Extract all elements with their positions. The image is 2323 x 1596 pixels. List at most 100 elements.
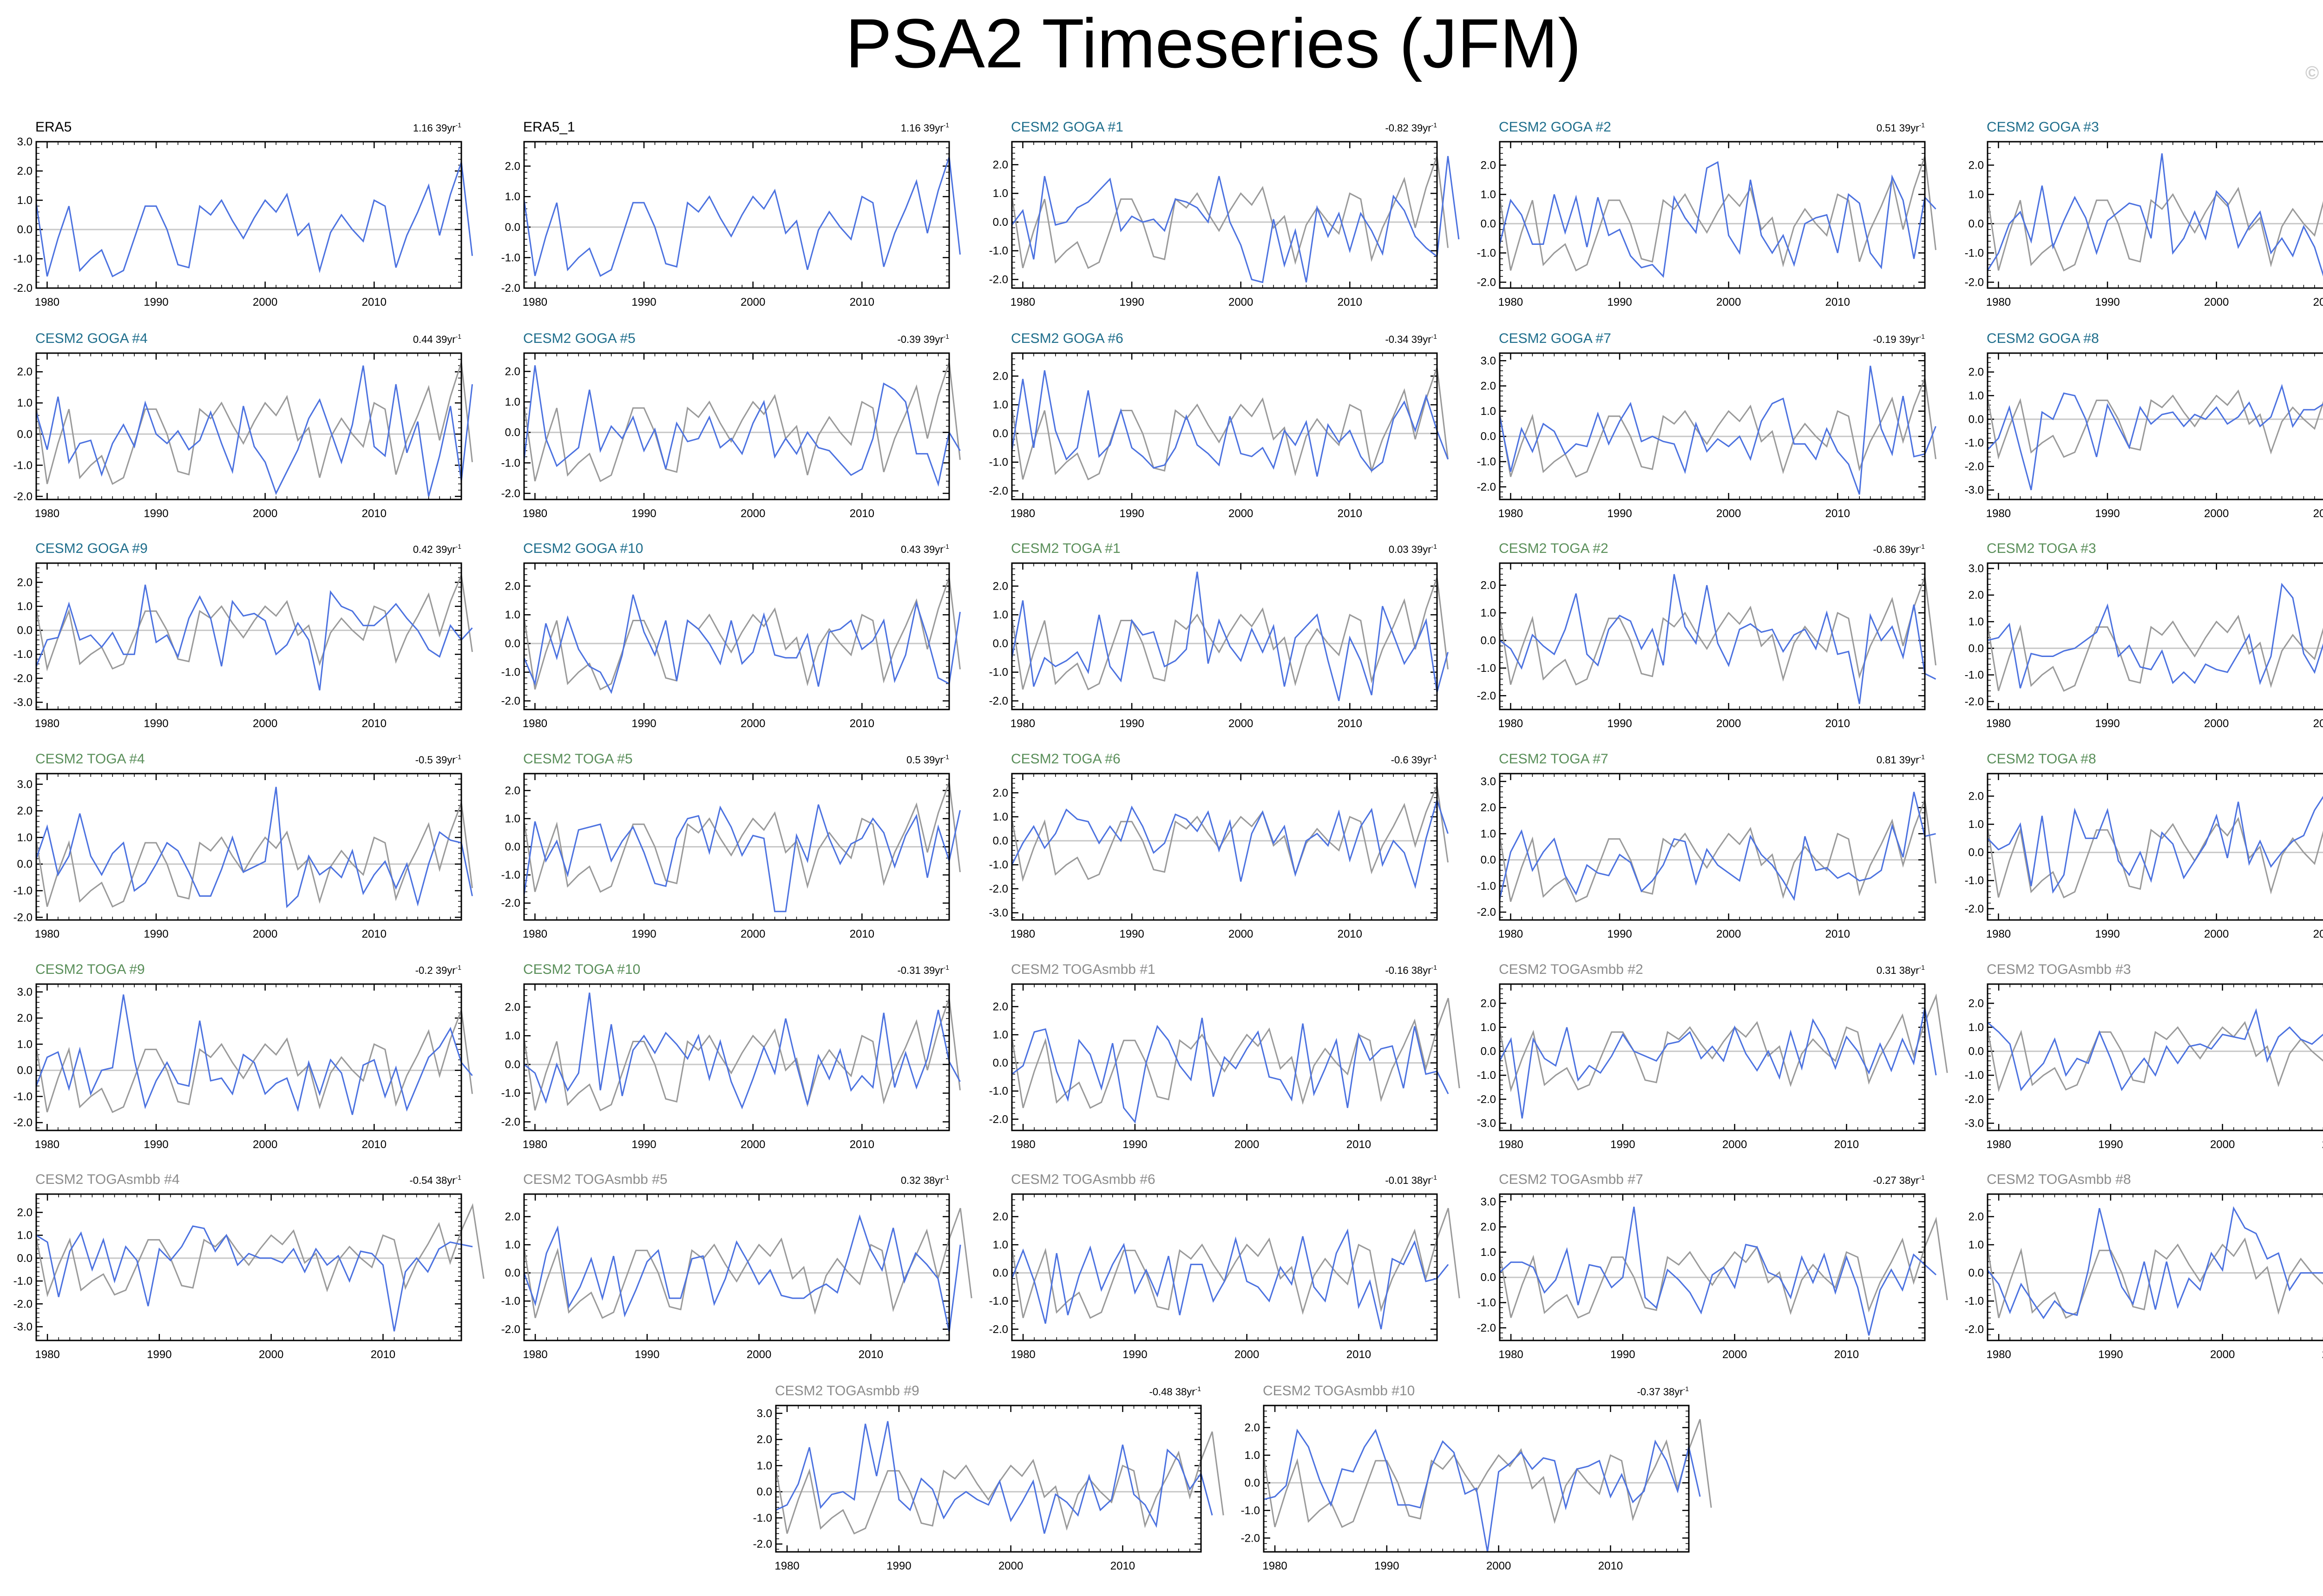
x-tick-label: 2010 [362, 296, 387, 309]
plot-frame [1011, 352, 1438, 500]
y-tick-label: 2.0 [1969, 997, 1984, 1010]
trend-unit: -1 [1431, 121, 1437, 129]
obs-series-line [35, 572, 473, 672]
trend-unit: -1 [1919, 333, 1925, 340]
y-tick-label: -1.0 [501, 666, 520, 679]
chart-panel: CESM2 TOGA #10 -0.31 39yr-1 2.0 1.0 0.0 -1.0 -… [501, 962, 961, 1151]
y-tick-label: 3.0 [17, 136, 33, 148]
x-tick-label: 1980 [1498, 507, 1523, 520]
panel-title: CESM2 TOGAsmbb #3 [1987, 962, 2131, 977]
trend-unit: -1 [456, 121, 462, 129]
panel-trend: -0.27 38yr-1 [1873, 1174, 1925, 1186]
y-tick-label: 1.0 [505, 609, 520, 621]
x-tick-label: 1990 [631, 1138, 656, 1151]
y-tick-label: -2.0 [1965, 903, 1984, 915]
x-tick-label: 2010 [1825, 928, 1850, 940]
chart-panel: CESM2 TOGA #8-0.72 39yr-12.01.00.0-1.0-2… [1965, 751, 2323, 940]
x-tick-label: 1980 [35, 928, 59, 940]
y-tick-label: 0.0 [993, 1057, 1008, 1070]
panel-trend: 0.5 39yr-1 [906, 753, 949, 766]
y-tick-label: -1.0 [989, 666, 1008, 679]
x-tick-label: 1990 [1122, 1348, 1147, 1361]
x-tick-label: 1980 [1986, 717, 2011, 730]
x-tick-label: 2010 [2322, 1138, 2323, 1151]
trend-unit: -1 [1431, 753, 1437, 761]
chart-panel: CESM2 GOGA #2 0.51 39yr-1 2.0 1.0 0.0 -1.0 -2.… [1477, 119, 1936, 309]
y-tick-label: -1.0 [1965, 1295, 1984, 1307]
y-tick-label: -1.0 [1965, 247, 1984, 259]
y-tick-label: 2.0 [1481, 579, 1496, 592]
plot-frame [1499, 983, 1926, 1131]
y-tick-label: -3.0 [1965, 1117, 1984, 1130]
series-line [523, 1214, 961, 1333]
y-tick-label: -2.0 [501, 282, 520, 295]
y-tick-label: 1.0 [993, 811, 1008, 823]
x-tick-label: 1990 [631, 928, 656, 940]
panel-trend: 1.16 39yr-1 [413, 121, 461, 134]
y-tick-label: 2.0 [17, 1206, 33, 1219]
x-tick-label: 2000 [2204, 507, 2229, 520]
y-tick-label: -2.0 [1965, 276, 1984, 289]
y-tick-label: -1.0 [989, 1085, 1008, 1097]
x-tick-label: 2000 [741, 928, 765, 940]
obs-series-line [1011, 577, 1449, 690]
panel-title: CESM2 TOGA #9 [35, 962, 145, 977]
x-tick-label: 2010 [1825, 296, 1850, 309]
x-tick-label: 1990 [1119, 928, 1144, 940]
obs-series-line [35, 362, 473, 485]
y-tick-label: 0.0 [1969, 217, 1984, 230]
panel-title: CESM2 GOGA #9 [35, 541, 148, 556]
x-tick-label: 1980 [35, 296, 59, 309]
plot-frame [1499, 562, 1926, 710]
series-line [1011, 370, 1449, 477]
x-tick-label: 2000 [1716, 717, 1741, 730]
y-tick-label: -1.0 [501, 1087, 520, 1100]
y-tick-label: 2.0 [1969, 1210, 1984, 1223]
x-tick-label: 2010 [2313, 928, 2323, 940]
y-tick-label: -2.0 [1965, 1093, 1984, 1106]
panel-title: ERA5_1 [523, 119, 575, 135]
x-tick-label: 2000 [259, 1348, 283, 1361]
plot-frame [35, 562, 462, 710]
x-tick-label: 1990 [2095, 928, 2120, 940]
x-tick-label: 2000 [1716, 507, 1741, 520]
x-tick-label: 2010 [362, 717, 387, 730]
obs-series-line [1011, 1208, 1460, 1319]
x-tick-label: 2010 [1338, 507, 1362, 520]
y-tick-label: 3.0 [1969, 562, 1984, 575]
y-tick-label: -1.0 [13, 253, 33, 265]
x-tick-label: 1990 [2095, 296, 2120, 309]
series-line [1987, 384, 2323, 491]
x-tick-label: 1990 [2098, 1348, 2123, 1361]
y-tick-label: 1.0 [1969, 616, 1984, 628]
y-tick-label: -2.0 [989, 883, 1008, 895]
chart-panel: CESM2 TOGAsmbb #9 -0.48 38yr-1 3.0 2.0 1.0 0.… [753, 1383, 1224, 1572]
series-line [1011, 1228, 1449, 1330]
x-tick-label: 1990 [1607, 296, 1632, 309]
y-tick-label: 2.0 [1969, 366, 1984, 379]
x-tick-label: 1980 [35, 717, 59, 730]
y-tick-label: -1.0 [13, 459, 33, 472]
y-tick-label: 2.0 [1481, 1221, 1496, 1234]
y-tick-label: 3.0 [1481, 1195, 1496, 1208]
x-tick-label: 2000 [1716, 928, 1741, 940]
obs-series-line [35, 1010, 473, 1113]
series-line [35, 162, 473, 277]
trend-unit: -1 [1431, 1174, 1437, 1181]
y-tick-label: 3.0 [757, 1407, 772, 1420]
x-tick-label: 2000 [1228, 507, 1253, 520]
trend-unit: -1 [1195, 1385, 1201, 1392]
x-tick-label: 2010 [1825, 717, 1850, 730]
chart-panel: CESM2 GOGA #7 -0.19 39yr-1 3.0 2.0 1.0 0.0 -1.… [1477, 331, 1936, 520]
x-tick-label: 2010 [371, 1348, 395, 1361]
y-tick-label: -2.0 [13, 672, 33, 685]
y-tick-label: 2.0 [993, 370, 1008, 382]
panel-title: CESM2 TOGA #5 [523, 751, 633, 767]
trend-unit: -1 [1919, 121, 1925, 129]
x-tick-label: 1990 [2095, 717, 2120, 730]
chart-panel: CESM2 TOGA #4 -0.5 39yr-1 3.0 2.0 1.0 0.0 -1.0… [13, 751, 473, 940]
x-tick-label: 2000 [1228, 296, 1253, 309]
y-tick-label: -2.0 [501, 695, 520, 707]
chart-panel: CESM2 TOGA #6 -0.6 39yr-1 2.0 1.0 0.0 -1.0 -2.… [989, 751, 1449, 940]
